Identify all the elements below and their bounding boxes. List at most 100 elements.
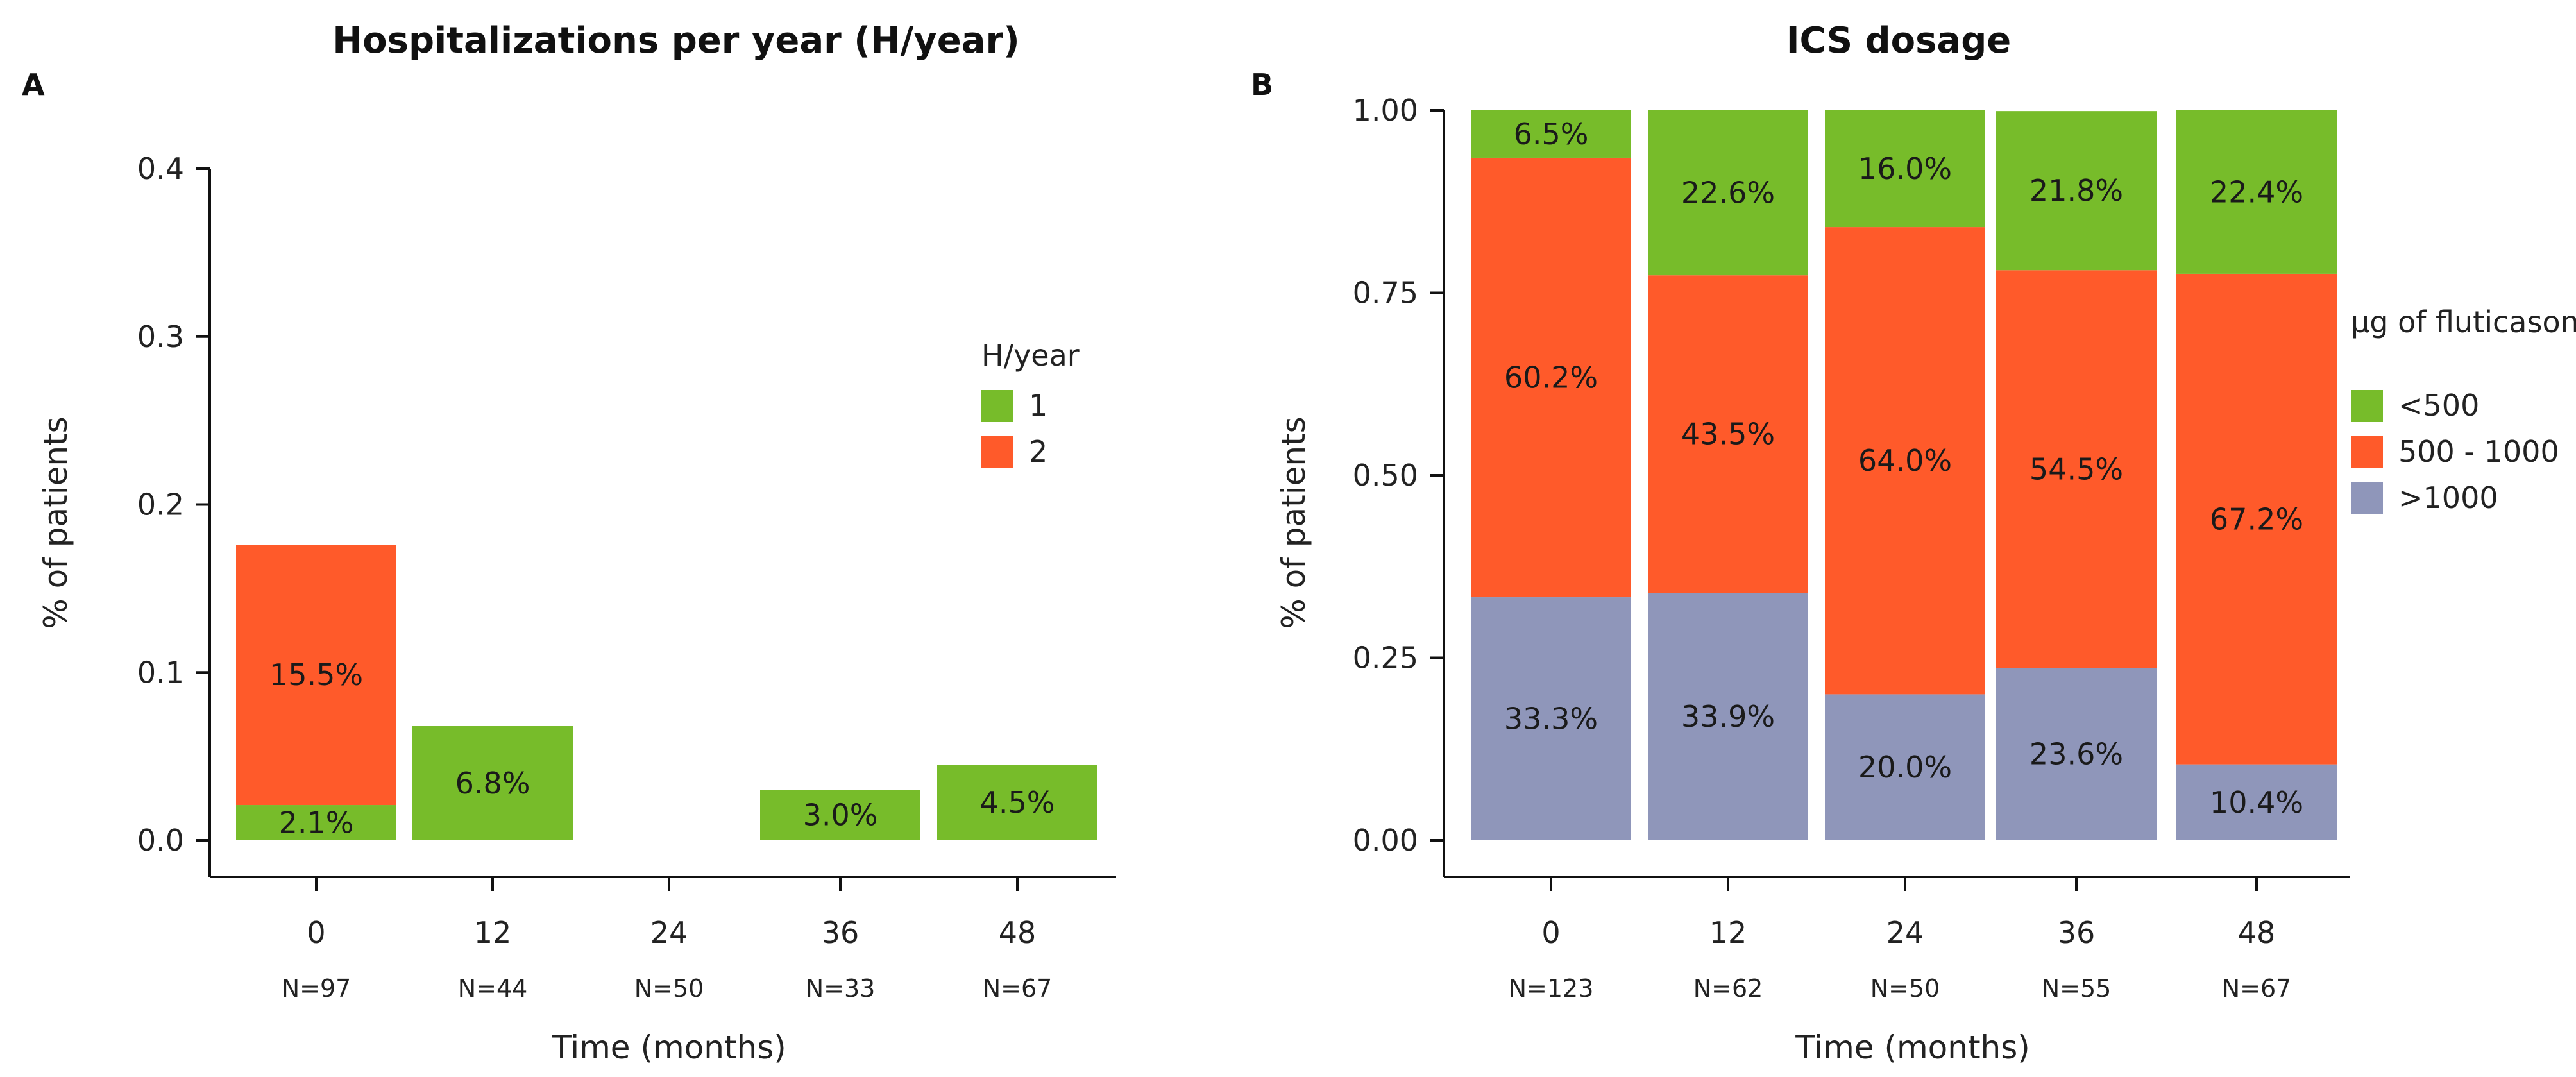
panel-a-y-tick-label: 0.2 bbox=[137, 488, 184, 522]
panel-b-bar-data-label: 23.6% bbox=[2029, 737, 2123, 772]
panel-b-bar-segment bbox=[1648, 593, 1808, 840]
panel-b-bar-segment bbox=[1996, 668, 2157, 840]
panel-b-bar-segment bbox=[1471, 110, 1631, 158]
panel-b-bar-data-label: 43.5% bbox=[1681, 417, 1775, 452]
panel-a-bar-segment bbox=[937, 765, 1097, 840]
panel-a-x-tick-label: 24 bbox=[650, 915, 688, 950]
panel-b-bar-data-label: 21.8% bbox=[2029, 173, 2123, 208]
panel-b-y-tick-label: 0.00 bbox=[1353, 823, 1418, 858]
panel-b-letter: B bbox=[1251, 67, 1273, 102]
panel-b-title: ICS dosage bbox=[1786, 20, 2012, 62]
panel-a-bar-segment bbox=[236, 545, 396, 806]
panel-b-n-label: N=55 bbox=[2042, 974, 2112, 1003]
panel-b-bar-data-label: 54.5% bbox=[2029, 452, 2123, 486]
panel-a-bar-segment bbox=[760, 790, 920, 840]
panel-b-plot-area: 0.00 0.25 0.50 0.75 1.00 33.3% 60.2% 6.5% 33.9%… bbox=[1353, 93, 2350, 1003]
panel-a-legend-label: 2 bbox=[1029, 434, 1047, 469]
panel-b-x-tick-label: 12 bbox=[1709, 915, 1747, 950]
panel-b-bar-data-label: 22.4% bbox=[2210, 174, 2303, 209]
panel-b-legend: µg of fluticasone <500 500 - 1000 >1000 bbox=[2351, 305, 2576, 515]
panel-a-x-tick-label: 0 bbox=[307, 915, 325, 950]
panel-b-y-ticks: 0.00 0.25 0.50 0.75 1.00 bbox=[1353, 93, 1444, 858]
panel-a-n-label: N=67 bbox=[983, 974, 1053, 1003]
panel-b-bar-data-label: 16.0% bbox=[1858, 151, 1952, 186]
panel-b-legend-label: 500 - 1000 bbox=[2398, 434, 2559, 469]
panel-a-y-axis-title: % of patients bbox=[37, 416, 74, 629]
panel-a-x-tick-label: 36 bbox=[822, 915, 860, 950]
panel-a-legend-label: 1 bbox=[1029, 388, 1047, 423]
panel-a-title: Hospitalizations per year (H/year) bbox=[332, 20, 1019, 62]
panel-b-bar-data-label: 22.6% bbox=[1681, 176, 1775, 210]
panel-a-bar-data-label: 3.0% bbox=[803, 798, 878, 833]
panel-a-legend-title: H/year bbox=[981, 338, 1080, 373]
panel-a-bar-data-label: 6.8% bbox=[455, 766, 530, 801]
panel-a-y-ticks: 0.0 0.1 0.2 0.3 0.4 bbox=[137, 151, 210, 858]
panel-a-x-axis-title: Time (months) bbox=[551, 1029, 786, 1066]
panel-b-bar-segment bbox=[1648, 275, 1808, 593]
panel-b-x-tick-label: 0 bbox=[1541, 915, 1560, 950]
panel-b-x-axis-title: Time (months) bbox=[1795, 1029, 2030, 1066]
panel-a-bar-data-label: 15.5% bbox=[269, 657, 363, 692]
panel-a-n-label: N=50 bbox=[634, 974, 704, 1003]
panel-b-y-tick-label: 0.50 bbox=[1353, 458, 1418, 493]
panel-a-y-tick-label: 0.3 bbox=[137, 319, 184, 354]
panel-b-bar-data-label: 10.4% bbox=[2210, 785, 2303, 820]
panel-b-x-tick-label: 36 bbox=[2058, 915, 2096, 950]
panel-b-legend-title: µg of fluticasone bbox=[2351, 305, 2576, 339]
panel-b-bar-segment bbox=[1471, 597, 1631, 840]
panel-b-bar-segment bbox=[1648, 110, 1808, 276]
panel-b-bar-data-label: 67.2% bbox=[2210, 502, 2303, 536]
panel-b-bar-segment bbox=[2176, 764, 2337, 840]
panel-b-bar-segment bbox=[2176, 273, 2337, 765]
panel-b-x-ticks: 0 N=123 12 N=62 24 N=50 36 N=55 48 N=67 bbox=[1509, 877, 2292, 1003]
panel-b-y-tick-label: 0.75 bbox=[1353, 276, 1418, 310]
panel-a-legend: H/year 1 2 bbox=[981, 338, 1080, 469]
panel-a-bar-data-label: 4.5% bbox=[980, 785, 1055, 820]
panel-b-legend-swatch bbox=[2351, 390, 2383, 422]
panel-a-bars: 2.1% 15.5% 6.8% 3.0% 4.5% bbox=[236, 545, 1097, 840]
panel-b-x-tick-label: 24 bbox=[1886, 915, 1924, 950]
panel-b-n-label: N=123 bbox=[1509, 974, 1594, 1003]
panel-b-bar-data-label: 60.2% bbox=[1504, 360, 1598, 395]
panel-a-n-label: N=33 bbox=[806, 974, 876, 1003]
panel-a-bar-segment bbox=[412, 726, 573, 840]
panel-b-bar-segment bbox=[1825, 227, 1985, 695]
panel-b-bar-segment bbox=[2176, 110, 2337, 274]
panel-a-x-tick-label: 48 bbox=[999, 915, 1037, 950]
panel-b-bar-segment bbox=[1996, 270, 2157, 668]
panel-a-n-label: N=97 bbox=[282, 974, 352, 1003]
panel-a-bar-segment bbox=[236, 805, 396, 840]
panel-b-y-tick-label: 0.25 bbox=[1353, 641, 1418, 675]
panel-a-y-tick-label: 0.4 bbox=[137, 151, 184, 186]
panel-b-legend-label: <500 bbox=[2398, 388, 2479, 423]
panel-b-x-tick-label: 48 bbox=[2238, 915, 2276, 950]
panel-a-letter: A bbox=[22, 67, 45, 102]
panel-b-bar-data-label: 6.5% bbox=[1514, 117, 1589, 151]
panel-a-plot-area: 0.0 0.1 0.2 0.3 0.4 2.1% 15.5% 6.8% 3.0% 4.5% 0 N… bbox=[137, 151, 1116, 1003]
panel-b-bar-data-label: 20.0% bbox=[1858, 750, 1952, 784]
panel-a-legend-swatch bbox=[981, 436, 1013, 468]
panel-b-y-axis-title: % of patients bbox=[1275, 416, 1312, 629]
panel-b-bar-segment bbox=[1825, 694, 1985, 840]
panel-b-n-label: N=62 bbox=[1693, 974, 1763, 1003]
panel-b-legend-swatch bbox=[2351, 436, 2383, 468]
panel-b-bar-segment bbox=[1996, 111, 2157, 271]
panel-a-n-label: N=44 bbox=[458, 974, 528, 1003]
panel-b-n-label: N=50 bbox=[1870, 974, 1940, 1003]
panel-b: ICS dosage B 0.00 0.25 0.50 0.75 1.00 33.3% 6… bbox=[1251, 20, 2576, 1066]
panel-a-x-tick-label: 12 bbox=[474, 915, 512, 950]
panel-b-n-label: N=67 bbox=[2222, 974, 2292, 1003]
panel-b-bar-segment bbox=[1471, 157, 1631, 598]
panel-a-y-tick-label: 0.1 bbox=[137, 655, 184, 690]
panel-b-legend-swatch bbox=[2351, 482, 2383, 514]
panel-b-bar-segment bbox=[1825, 110, 1985, 228]
panel-a: Hospitalizations per year (H/year) A 0.0… bbox=[22, 20, 1116, 1066]
panel-a-bar-data-label: 2.1% bbox=[279, 806, 354, 840]
panel-b-y-tick-label: 1.00 bbox=[1353, 93, 1418, 128]
panel-b-bar-data-label: 33.3% bbox=[1504, 702, 1598, 736]
panel-a-x-ticks: 0 N=97 12 N=44 24 N=50 36 N=33 48 N=67 bbox=[282, 877, 1053, 1003]
panel-b-bar-data-label: 33.9% bbox=[1681, 699, 1775, 734]
panel-a-y-tick-label: 0.0 bbox=[137, 823, 184, 858]
panel-b-bars: 33.3% 60.2% 6.5% 33.9% 43.5% 22.6% 20.0% 64.0% 1… bbox=[1471, 110, 2337, 840]
